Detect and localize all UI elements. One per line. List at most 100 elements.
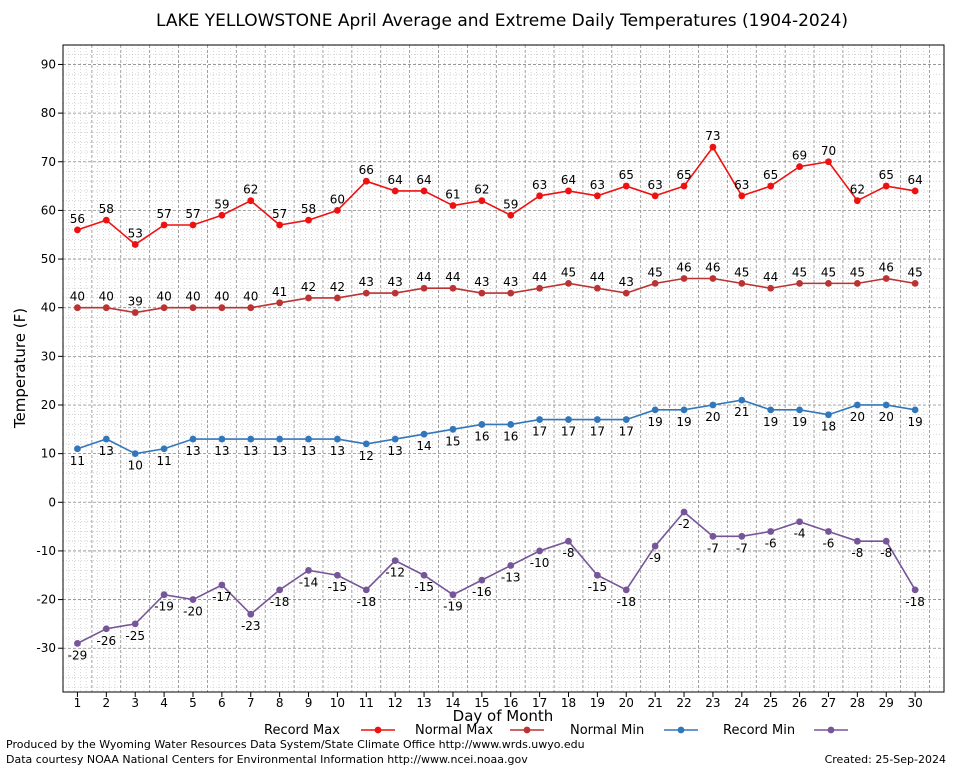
data-point [767, 528, 775, 535]
legend-marker [677, 726, 685, 734]
data-point [911, 187, 919, 195]
data-point [334, 435, 341, 443]
data-label: -23 [241, 619, 261, 633]
data-point [305, 435, 312, 443]
data-point [882, 275, 890, 282]
data-point [478, 421, 486, 428]
data-point [680, 406, 688, 414]
data-label: -7 [707, 541, 719, 555]
data-label: -16 [472, 585, 492, 599]
data-label: 19 [907, 415, 922, 429]
data-point [276, 221, 284, 229]
data-point [189, 435, 197, 443]
y-tick-label: 0 [48, 495, 56, 509]
x-tick-label: 25 [763, 696, 778, 710]
data-point [131, 309, 139, 316]
data-point [420, 284, 428, 292]
x-tick-label: 20 [619, 696, 634, 710]
data-label: 40 [70, 290, 85, 304]
data-label: 13 [185, 444, 200, 458]
legend-item-normal-max: Normal Max [415, 723, 544, 738]
data-point [536, 284, 544, 292]
data-point [911, 586, 919, 594]
series-line [77, 510, 916, 645]
legend-marker [827, 726, 835, 734]
data-point [825, 279, 832, 287]
data-label: 44 [763, 270, 778, 284]
data-label: 13 [243, 444, 258, 458]
data-point [767, 284, 775, 292]
data-label: 40 [185, 290, 200, 304]
data-point [334, 206, 341, 214]
data-label: -18 [905, 595, 925, 609]
data-label: 60 [330, 192, 345, 206]
data-point [102, 304, 110, 312]
y-tick-label: -10 [36, 544, 56, 558]
data-point [391, 557, 399, 565]
data-label: 42 [330, 280, 345, 294]
x-tick-label: 10 [330, 696, 345, 710]
data-point [536, 547, 544, 555]
data-point [102, 435, 110, 443]
data-label: -18 [270, 595, 290, 609]
series-line [77, 145, 916, 246]
data-label: 64 [907, 173, 922, 187]
data-point [420, 187, 428, 195]
data-label: -8 [563, 546, 575, 560]
data-point [882, 401, 890, 409]
data-point [911, 279, 919, 287]
chart-title: LAKE YELLOWSTONE April Average and Extre… [156, 11, 848, 31]
data-point [160, 304, 168, 312]
x-tick-label: 13 [416, 696, 431, 710]
data-point [478, 576, 486, 584]
data-label: -10 [530, 556, 550, 570]
data-point [74, 445, 81, 453]
data-point [767, 406, 775, 414]
y-axis-label: Temperature (F) [11, 308, 29, 429]
data-label: 14 [416, 439, 431, 453]
data-label: 13 [330, 444, 345, 458]
x-tick-label: 11 [359, 696, 374, 710]
data-point [362, 177, 370, 185]
data-point [709, 275, 717, 282]
data-label: 57 [185, 207, 200, 221]
data-point [334, 294, 341, 302]
series-record-min: -29-26 -25-19 -20-17-23-18-14 -15-18-12-15-… [68, 508, 925, 662]
x-tick-label: 19 [590, 696, 605, 710]
data-point [391, 435, 399, 443]
data-label: 43 [474, 275, 489, 289]
data-point [593, 571, 601, 579]
data-label: 10 [128, 459, 143, 473]
data-label: -12 [385, 566, 405, 580]
data-point [391, 187, 399, 195]
data-point [709, 532, 717, 540]
footer-data-courtesy: Data courtesy NOAA National Centers for … [6, 753, 528, 766]
data-label: 58 [99, 202, 114, 216]
data-point [276, 435, 284, 443]
legend-item-record-max: Record Max [264, 723, 395, 738]
data-label: 64 [388, 173, 403, 187]
data-point [74, 304, 81, 312]
legend-marker [523, 726, 531, 734]
footer-created-date: Created: 25-Sep-2024 [825, 753, 946, 766]
data-label: 17 [590, 425, 605, 439]
data-point [911, 406, 919, 414]
data-label: -14 [299, 575, 319, 589]
y-axis: 90 80 70 60 50 40 30 20 10 0 -10 -20 -30 [36, 57, 63, 655]
data-point [796, 406, 803, 414]
data-label: 13 [99, 444, 114, 458]
data-label: -6 [822, 536, 834, 550]
data-label: 17 [561, 425, 576, 439]
x-tick-label: 29 [879, 696, 894, 710]
data-point [102, 216, 110, 224]
data-label: 57 [272, 207, 287, 221]
data-point [131, 450, 139, 458]
data-point [276, 586, 284, 594]
data-point [680, 508, 688, 516]
data-point [622, 182, 630, 190]
y-tick-label: 90 [41, 57, 56, 71]
data-point [738, 532, 746, 540]
data-label: 62 [474, 183, 489, 197]
data-label: 65 [619, 168, 634, 182]
